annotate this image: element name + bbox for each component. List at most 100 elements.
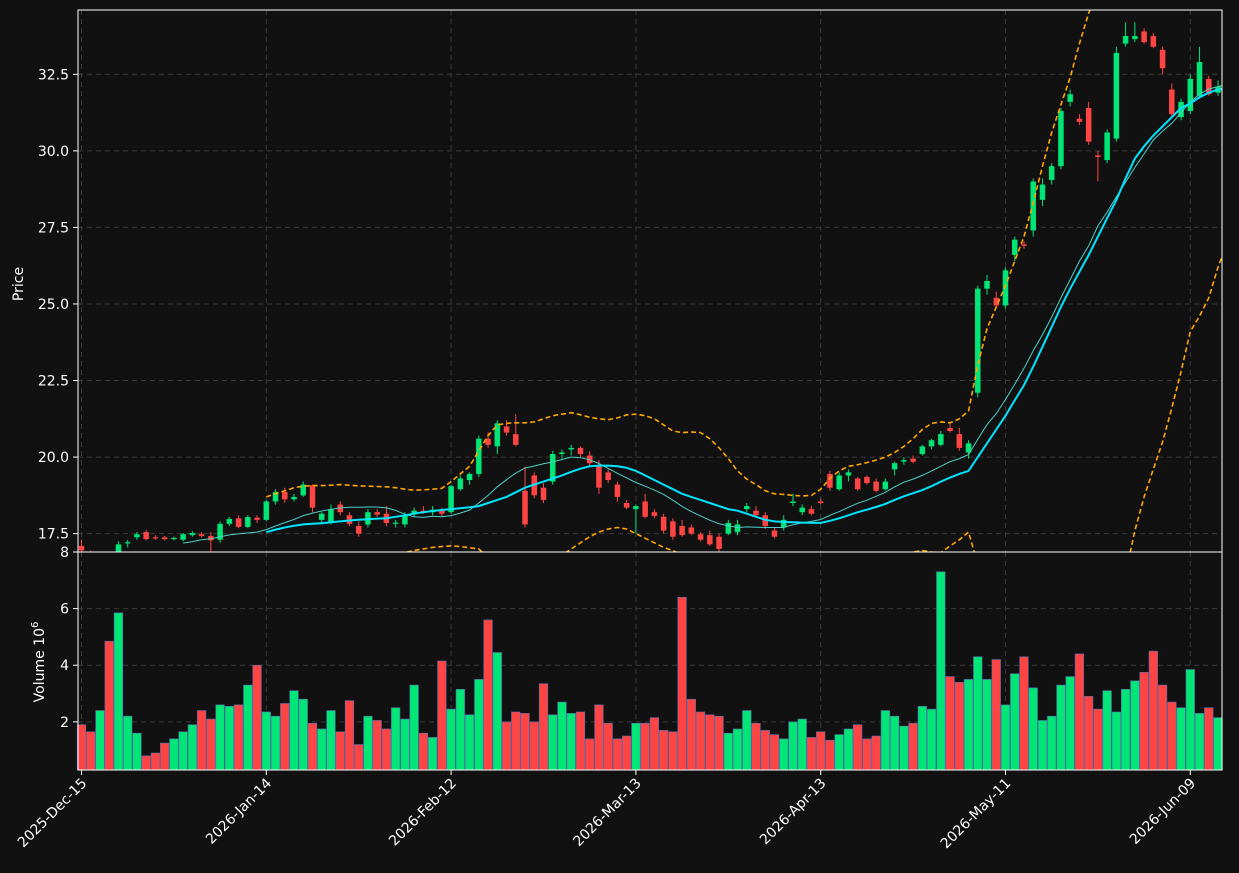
candle-body <box>901 460 907 462</box>
volume-bar <box>141 755 151 771</box>
volume-bar <box>991 659 1001 771</box>
volume-bar <box>132 732 142 771</box>
volume-bar <box>1000 704 1011 771</box>
volume-bar <box>187 724 197 771</box>
volume-bar <box>899 725 909 771</box>
candle-body <box>1095 155 1101 157</box>
candle-body <box>457 478 464 490</box>
candle-body <box>744 506 750 510</box>
volume-bar <box>954 681 964 771</box>
volume-bar <box>492 652 502 771</box>
candle-body <box>1206 78 1212 95</box>
candle-body <box>1048 166 1055 180</box>
candle-body <box>198 534 205 537</box>
candle-body <box>476 438 482 474</box>
candle-body <box>143 532 149 540</box>
volume-bar <box>1084 696 1094 771</box>
volume-bar <box>123 715 133 771</box>
volume-bar <box>437 660 447 771</box>
volume-axis-title-exponent: 6 <box>30 622 41 628</box>
volume-bar <box>1185 669 1195 771</box>
candle-body <box>448 486 454 513</box>
candle-body <box>559 452 565 455</box>
volume-bar <box>742 710 752 771</box>
volume-bar <box>206 718 216 771</box>
candle-body <box>1002 270 1009 306</box>
candle-body <box>938 434 944 445</box>
price-y-tick-label: 32.5 <box>38 67 69 83</box>
volume-bar <box>705 714 715 771</box>
candle-body <box>1187 78 1194 112</box>
candle-body <box>817 501 824 504</box>
candle-body <box>1058 111 1064 167</box>
candle-body <box>734 524 741 533</box>
candle-body <box>882 481 889 490</box>
volume-bar <box>326 710 336 771</box>
volume-bar <box>1047 715 1057 771</box>
candle-body <box>910 458 916 462</box>
volume-bar <box>538 683 549 771</box>
candle-body <box>549 454 556 482</box>
volume-bar <box>816 731 826 771</box>
volume-bar <box>1074 653 1085 771</box>
volume-bar <box>585 738 595 771</box>
volume-bar <box>1093 708 1103 771</box>
volume-bar <box>280 703 290 771</box>
volume-panel-frame <box>77 551 1223 771</box>
volume-bar <box>751 722 761 771</box>
volume-bar <box>1010 673 1020 771</box>
volume-bar <box>1065 676 1075 771</box>
candle-body <box>707 535 713 545</box>
volume-bar <box>853 724 863 771</box>
volume-bar <box>631 722 641 771</box>
candle-body <box>439 510 445 514</box>
candle-body <box>688 527 695 534</box>
volume-bar <box>1167 701 1177 771</box>
candle-body <box>790 501 796 504</box>
volume-bar <box>557 701 567 771</box>
volume-bar <box>1157 684 1168 771</box>
candle-body <box>318 513 325 520</box>
volume-y-tick-label: 4 <box>60 658 69 674</box>
candle-body <box>485 438 491 445</box>
volume-bar <box>908 722 918 771</box>
price-y-tick-label: 30.0 <box>38 144 69 160</box>
volume-bar <box>973 656 983 771</box>
volume-axis-title: Volume 106 <box>30 622 48 703</box>
candle-body <box>965 443 972 453</box>
candle-body <box>1178 101 1184 118</box>
candle-body <box>513 434 519 445</box>
candle-body <box>1113 52 1120 139</box>
price-plot-area <box>78 10 1222 552</box>
candle-body <box>392 522 399 524</box>
candle-body <box>679 525 685 536</box>
volume-bar <box>603 722 613 771</box>
candle-body <box>115 544 122 552</box>
candle-body <box>282 491 288 500</box>
volume-bar <box>1139 672 1149 771</box>
volume-bar <box>428 737 438 771</box>
candle-body <box>402 515 408 525</box>
bollinger-upper-line <box>266 10 1091 498</box>
price-y-tick-label: 27.5 <box>38 220 69 236</box>
volume-bar <box>982 679 992 771</box>
volume-bar <box>418 732 428 771</box>
volume-y-tick-label: 8 <box>60 545 69 561</box>
volume-bar <box>566 713 576 771</box>
sma-slow-line <box>266 87 1222 534</box>
volume-bar <box>1111 711 1121 771</box>
candle-body <box>928 440 935 447</box>
candle-body <box>78 545 85 551</box>
volume-bar <box>963 679 974 771</box>
volume-bar <box>806 737 817 771</box>
candle-body <box>984 281 990 289</box>
volume-bar <box>760 730 770 771</box>
volume-bar <box>400 718 410 771</box>
volume-bar <box>788 721 798 771</box>
volume-bar <box>391 707 401 771</box>
volume-bar <box>668 731 678 771</box>
volume-bar <box>945 676 955 771</box>
volume-bar <box>113 612 124 771</box>
volume-bar <box>834 734 844 771</box>
candle-body <box>466 473 473 481</box>
